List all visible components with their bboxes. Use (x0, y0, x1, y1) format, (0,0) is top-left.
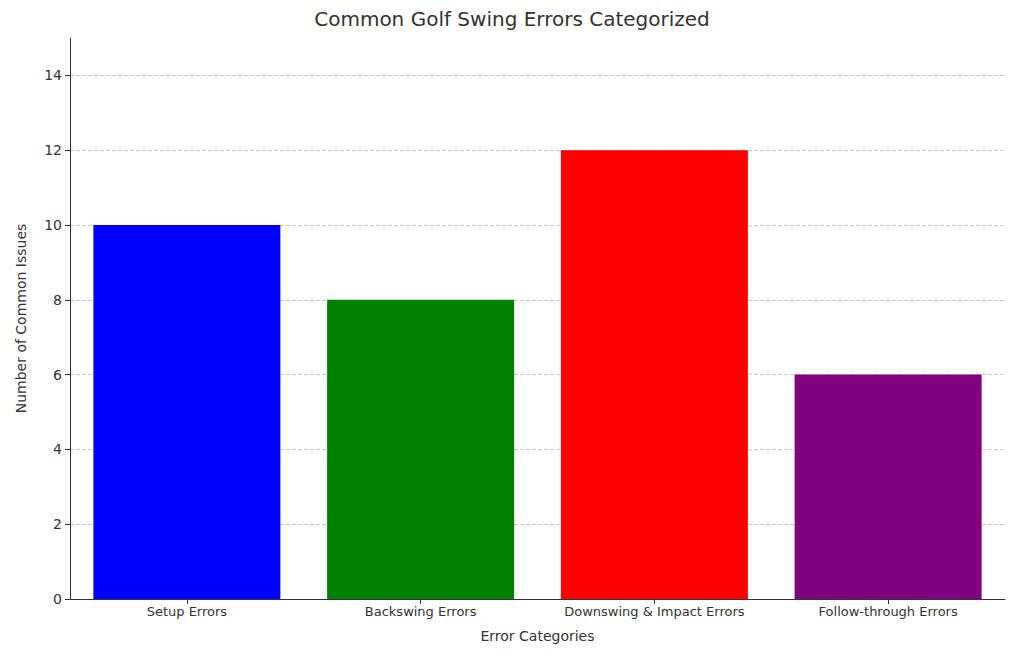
svg-text:Number of Common Issues: Number of Common Issues (13, 224, 29, 414)
svg-text:10: 10 (44, 217, 62, 233)
svg-text:8: 8 (53, 292, 62, 308)
svg-text:Common Golf Swing Errors Categ: Common Golf Swing Errors Categorized (314, 7, 710, 31)
svg-text:Follow-through Errors: Follow-through Errors (819, 604, 958, 619)
svg-text:14: 14 (44, 67, 62, 83)
svg-text:4: 4 (53, 441, 62, 457)
svg-text:Backswing Errors: Backswing Errors (365, 604, 477, 619)
svg-text:Setup Errors: Setup Errors (147, 604, 228, 619)
svg-text:6: 6 (53, 367, 62, 383)
svg-text:2: 2 (53, 516, 62, 532)
svg-text:12: 12 (44, 142, 62, 158)
svg-text:0: 0 (53, 591, 62, 607)
svg-text:Downswing & Impact Errors: Downswing & Impact Errors (564, 604, 745, 619)
svg-text:Error Categories: Error Categories (480, 628, 594, 644)
